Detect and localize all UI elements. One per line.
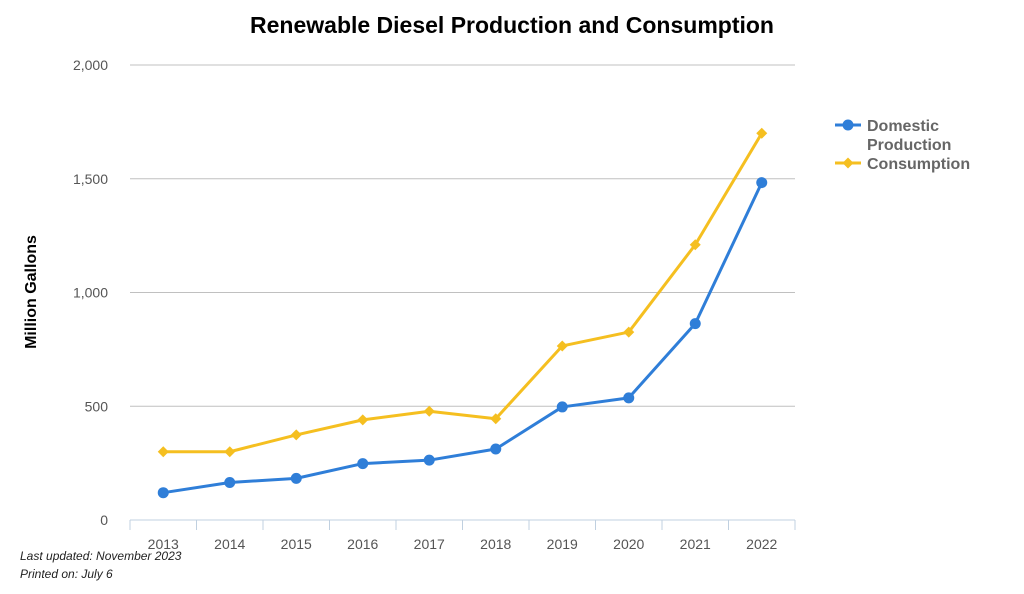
data-point [290,472,302,484]
x-tick-label: 2013 [148,536,179,552]
data-point [556,340,568,352]
legend[interactable]: Domestic Production Consumption [835,118,970,173]
last-updated-note: Last updated: November 2023 [20,549,182,563]
y-tick-label: 1,500 [73,171,108,187]
x-tick-label: 2017 [414,536,445,552]
x-axis [129,519,796,530]
x-tick-label: 2020 [613,536,644,552]
gridlines [130,64,795,407]
data-point [556,401,568,413]
y-tick-label: 1,000 [73,285,108,301]
y-tick-label: 0 [100,512,108,528]
x-tick-label: 2019 [547,536,578,552]
x-tick-label: 2015 [281,536,312,552]
series [157,127,768,499]
data-point [290,429,302,441]
x-axis-ticks: 2013 2014 2015 2016 2017 2018 2019 2020 2021 2022 [148,536,778,552]
data-point [490,413,502,425]
data-point [689,239,701,251]
x-tick-label: 2022 [746,536,777,552]
data-point [490,443,502,455]
data-point [756,127,768,139]
data-point [423,454,435,466]
legend-marker [842,119,854,131]
data-point [157,446,169,458]
y-axis-ticks: 0 500 1,000 1,500 2,000 [73,57,108,528]
series-line [163,132,764,454]
x-tick-label: 2021 [680,536,711,552]
printed-on-note: Printed on: July 6 [20,567,113,581]
data-point [357,414,369,426]
x-tick-label: 2018 [480,536,511,552]
data-point [224,476,236,488]
series-consumption [157,127,768,458]
data-point [357,458,369,470]
legend-item-consumption[interactable]: Consumption [835,156,970,173]
data-point [623,326,635,338]
y-tick-label: 500 [85,398,109,414]
series-domestic-production [157,177,768,499]
chart-title: Renewable Diesel Production and Consumpt… [250,12,774,38]
y-axis-label: Million Gallons [23,235,40,349]
legend-label: Consumption [867,156,970,173]
data-point [623,392,635,404]
data-point [224,446,236,458]
y-tick-label: 2,000 [73,57,108,73]
data-point [756,177,768,189]
x-tick-label: 2014 [214,536,245,552]
data-point [157,487,169,499]
series-line [163,181,764,495]
legend-item-domestic-production[interactable]: Domestic Production [835,118,951,154]
data-point [423,405,435,417]
legend-label: Production [867,137,951,154]
x-tick-label: 2016 [347,536,378,552]
legend-label: Domestic [867,118,939,135]
data-point [689,318,701,330]
legend-marker [842,157,854,169]
